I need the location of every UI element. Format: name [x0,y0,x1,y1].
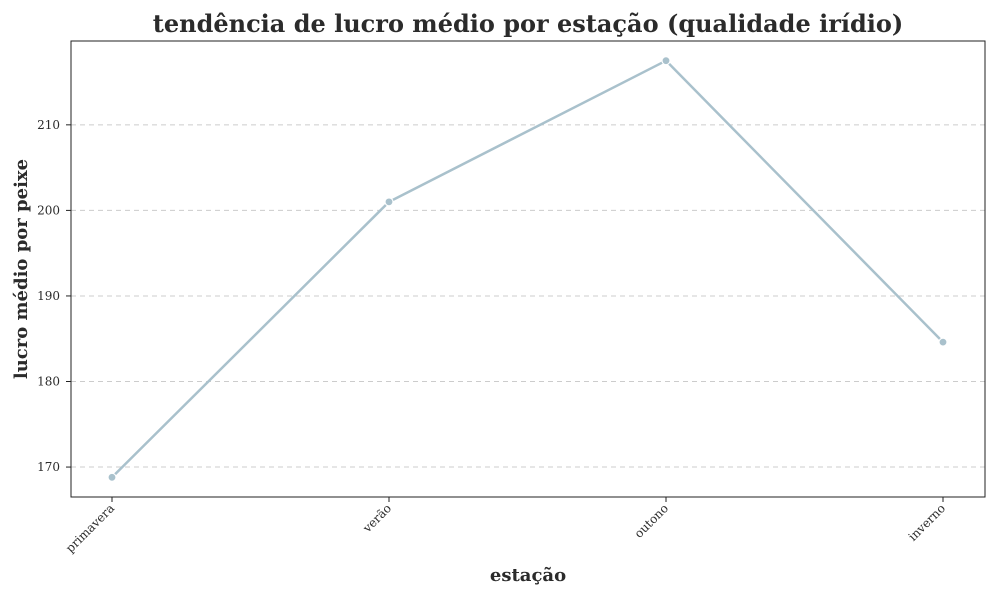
y-tick-label: 170 [37,460,60,474]
series-line [110,59,945,479]
x-tick-label: primavera [63,501,117,555]
series [107,56,948,482]
x-axis: primavera verão outono inverno [63,497,948,555]
data-point [661,56,671,66]
y-axis: 170 180 190 200 210 [37,118,71,474]
x-axis-label: estação [490,565,566,586]
x-tick-label: outono [632,501,672,541]
grid-lines [71,124,985,468]
x-tick-label: verão [359,501,394,536]
y-tick-label: 210 [37,118,60,132]
y-tick-label: 200 [37,203,60,217]
data-point [384,197,394,207]
data-point [938,337,948,347]
data-point [107,472,117,482]
chart-title: tendência de lucro médio por estação (qu… [153,9,903,38]
y-tick-label: 180 [37,375,60,389]
plot-frame [70,40,986,498]
y-tick-label: 190 [37,289,60,303]
x-tick-label: inverno [906,501,949,544]
y-axis-label: lucro médio por peixe [11,159,32,379]
